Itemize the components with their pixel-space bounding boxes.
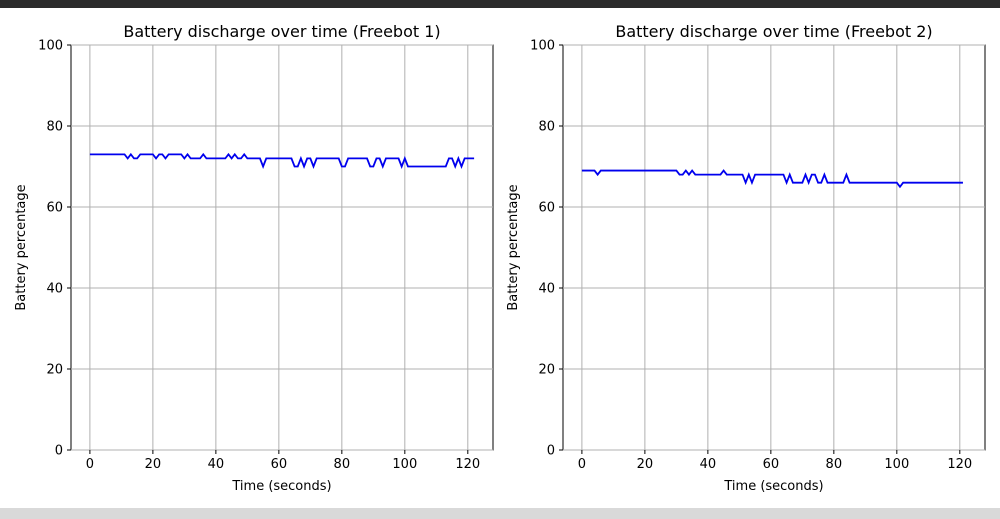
- x-tick-label: 60: [271, 457, 288, 472]
- y-tick-label: 0: [55, 444, 63, 459]
- y-tick-label: 60: [46, 201, 63, 216]
- y-tick-label: 100: [38, 39, 63, 54]
- x-tick-label: 40: [700, 457, 717, 472]
- chart-title: Battery discharge over time (Freebot 1): [123, 22, 440, 41]
- axes-frame: [562, 44, 986, 451]
- x-tick-label: 20: [145, 457, 162, 472]
- x-tick-label: 120: [947, 457, 972, 472]
- x-tick-label: 20: [637, 457, 654, 472]
- x-tick-label: 0: [86, 457, 94, 472]
- grid: [71, 44, 493, 451]
- y-axis-label: Battery percentage: [14, 184, 29, 310]
- grid: [563, 44, 985, 451]
- figure-canvas: 0 20 40 60 80 100 120 0 20 40 60 80 100 Battery disc…: [14, 22, 986, 494]
- axes-frame: [70, 44, 494, 451]
- y-tick-label: 80: [538, 120, 555, 135]
- x-tick-label: 60: [763, 457, 780, 472]
- y-tick-label: 20: [46, 363, 63, 378]
- y-tick-label: 80: [46, 120, 63, 135]
- chart-freebot-2: 0 20 40 60 80 100 120 0 20 40 60 80 100 Battery disc…: [506, 22, 986, 494]
- plot-area: 0 20 40 60 80 100 120 0 20 40 60 80 100 Battery disc…: [0, 8, 1000, 508]
- window-bottom-bar: [0, 508, 1000, 519]
- x-axis-label: Time (seconds): [723, 479, 823, 494]
- y-tick-label: 40: [46, 282, 63, 297]
- chart-freebot-1: 0 20 40 60 80 100 120 0 20 40 60 80 100 Battery disc…: [14, 22, 494, 494]
- chart-title: Battery discharge over time (Freebot 2): [615, 22, 932, 41]
- x-tick-label: 100: [392, 457, 417, 472]
- y-tick-label: 40: [538, 282, 555, 297]
- y-tick-label: 60: [538, 201, 555, 216]
- battery-line-series: [581, 169, 963, 189]
- x-axis-label: Time (seconds): [231, 479, 331, 494]
- window-top-bar: [0, 0, 1000, 8]
- x-tick-label: 100: [884, 457, 909, 472]
- y-axis-label: Battery percentage: [506, 184, 521, 310]
- y-tick-label: 20: [538, 363, 555, 378]
- x-tick-label: 0: [578, 457, 586, 472]
- axis-ticks: 0 20 40 60 80 100 120 0 20 40 60 80 100: [38, 39, 480, 473]
- x-tick-label: 120: [455, 457, 480, 472]
- x-tick-label: 80: [826, 457, 843, 472]
- x-tick-label: 80: [334, 457, 351, 472]
- battery-line-series: [89, 152, 475, 169]
- y-tick-label: 100: [530, 39, 555, 54]
- y-tick-label: 0: [547, 444, 555, 459]
- x-tick-label: 40: [208, 457, 225, 472]
- axis-ticks: 0 20 40 60 80 100 120 0 20 40 60 80 100: [530, 39, 972, 473]
